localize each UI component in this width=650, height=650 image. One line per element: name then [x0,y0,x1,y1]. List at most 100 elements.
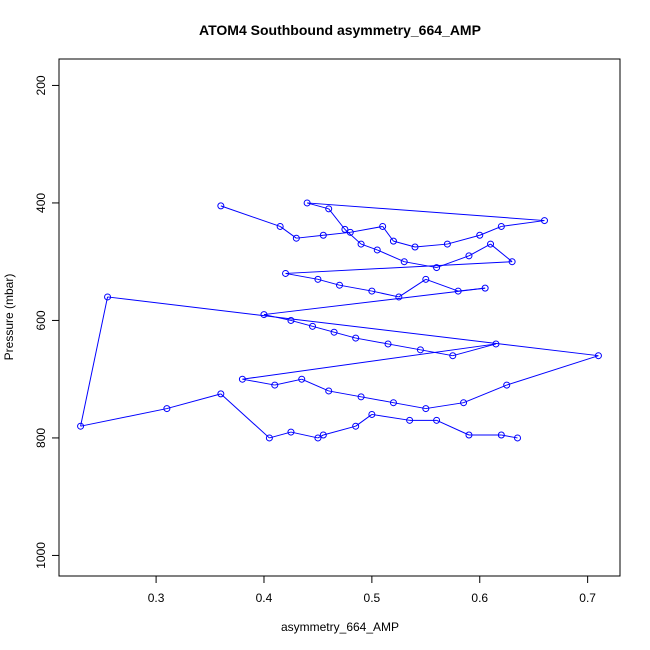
data-point [400,258,408,266]
data-point [292,234,300,242]
x-axis: 0.3 0.4 0.5 0.6 0.7 [148,576,596,605]
series-line-segment [166,393,221,410]
series-line-segment [479,225,502,236]
y-tick-label: 800 [34,428,48,448]
series-line-segment [220,205,281,227]
data-point [77,422,85,430]
data-point [276,222,284,230]
x-tick-label: 0.4 [256,591,273,605]
x-tick-label: 0.6 [471,591,488,605]
data-point [487,240,495,248]
data-point [336,281,343,289]
data-point [260,311,268,319]
data-point [319,431,327,439]
series-line-segment [328,208,346,230]
data-point [163,405,171,413]
data-point [476,231,484,239]
series-line-segment [398,278,427,298]
data-point [325,205,333,213]
data-point [481,284,489,292]
data-point [508,258,516,266]
series-line-segment [501,220,545,227]
series-line-segment [269,431,292,439]
data-point [319,231,327,239]
data-point [465,252,473,260]
data-point [373,246,381,254]
series-line-segment [312,325,335,333]
series-line-segment [290,319,313,327]
series-line-segment [323,425,356,436]
plot-area [77,199,602,442]
data-point [422,405,430,413]
data-point [346,228,354,236]
series-line-segment [242,343,497,380]
data-point [104,293,112,301]
series-line-segment [425,402,464,410]
data-point [389,237,397,245]
series-line-segment [360,396,394,404]
series-line-segment [404,261,437,269]
series-line-segment [371,413,410,421]
series-line-segment [274,378,302,386]
series-line-segment [290,431,319,439]
series-line-segment [468,243,491,257]
y-tick-label: 200 [34,75,48,95]
data-point [422,275,430,283]
data-point [303,199,311,207]
data-point [416,346,424,354]
series-line-segment [463,384,507,404]
series-line-segment [328,390,362,398]
series-line-segment [307,202,545,222]
x-tick-label: 0.3 [148,591,165,605]
y-axis: 200 400 600 800 1000 [34,75,59,569]
x-tick-label: 0.7 [579,591,596,605]
series-line-segment [355,337,389,345]
data-point [357,240,365,248]
series-line-segment [377,249,405,263]
series-line-segment [301,378,329,392]
data-point [238,375,246,383]
chart-title: ATOM4 Southbound asymmetry_664_AMP [199,22,481,38]
x-axis-label: asymmetry_664_AMP [281,620,399,634]
y-axis-label: Pressure (mbar) [2,274,16,361]
data-point [411,243,419,251]
series-line-segment [436,419,470,436]
data-point [265,434,273,442]
series-line-segment [425,278,459,292]
series-line-segment [452,343,497,357]
series-line-segment [323,231,351,236]
series-line-segment [307,202,329,210]
data-point [309,322,317,330]
series-line-segment [285,272,319,280]
data-point [314,275,322,283]
series-line-segment [317,278,340,286]
data-point [379,222,387,230]
y-tick-label: 400 [34,193,48,213]
series-line-segment [80,408,167,427]
series-line-segment [296,234,324,239]
data-point [389,399,397,407]
data-point [352,422,360,430]
series-line-segment [80,296,109,427]
data-point [433,416,441,424]
data-point [465,431,473,439]
data-point [540,217,548,225]
series-line-segment [285,261,513,274]
data-point [282,269,290,277]
data-point [460,399,468,407]
data-point [314,434,322,442]
series-line-segment [107,296,599,357]
series-line-segment [339,284,372,292]
series-line-segment [393,240,416,248]
data-point [352,334,360,342]
data-point [443,240,451,248]
series-line-segment [263,287,486,316]
data-point [514,434,522,442]
data-point [395,293,403,301]
data-point [298,375,306,383]
series-line-segment [490,243,513,263]
y-tick-label: 600 [34,310,48,330]
data-point [384,340,392,348]
data-point [449,352,457,360]
